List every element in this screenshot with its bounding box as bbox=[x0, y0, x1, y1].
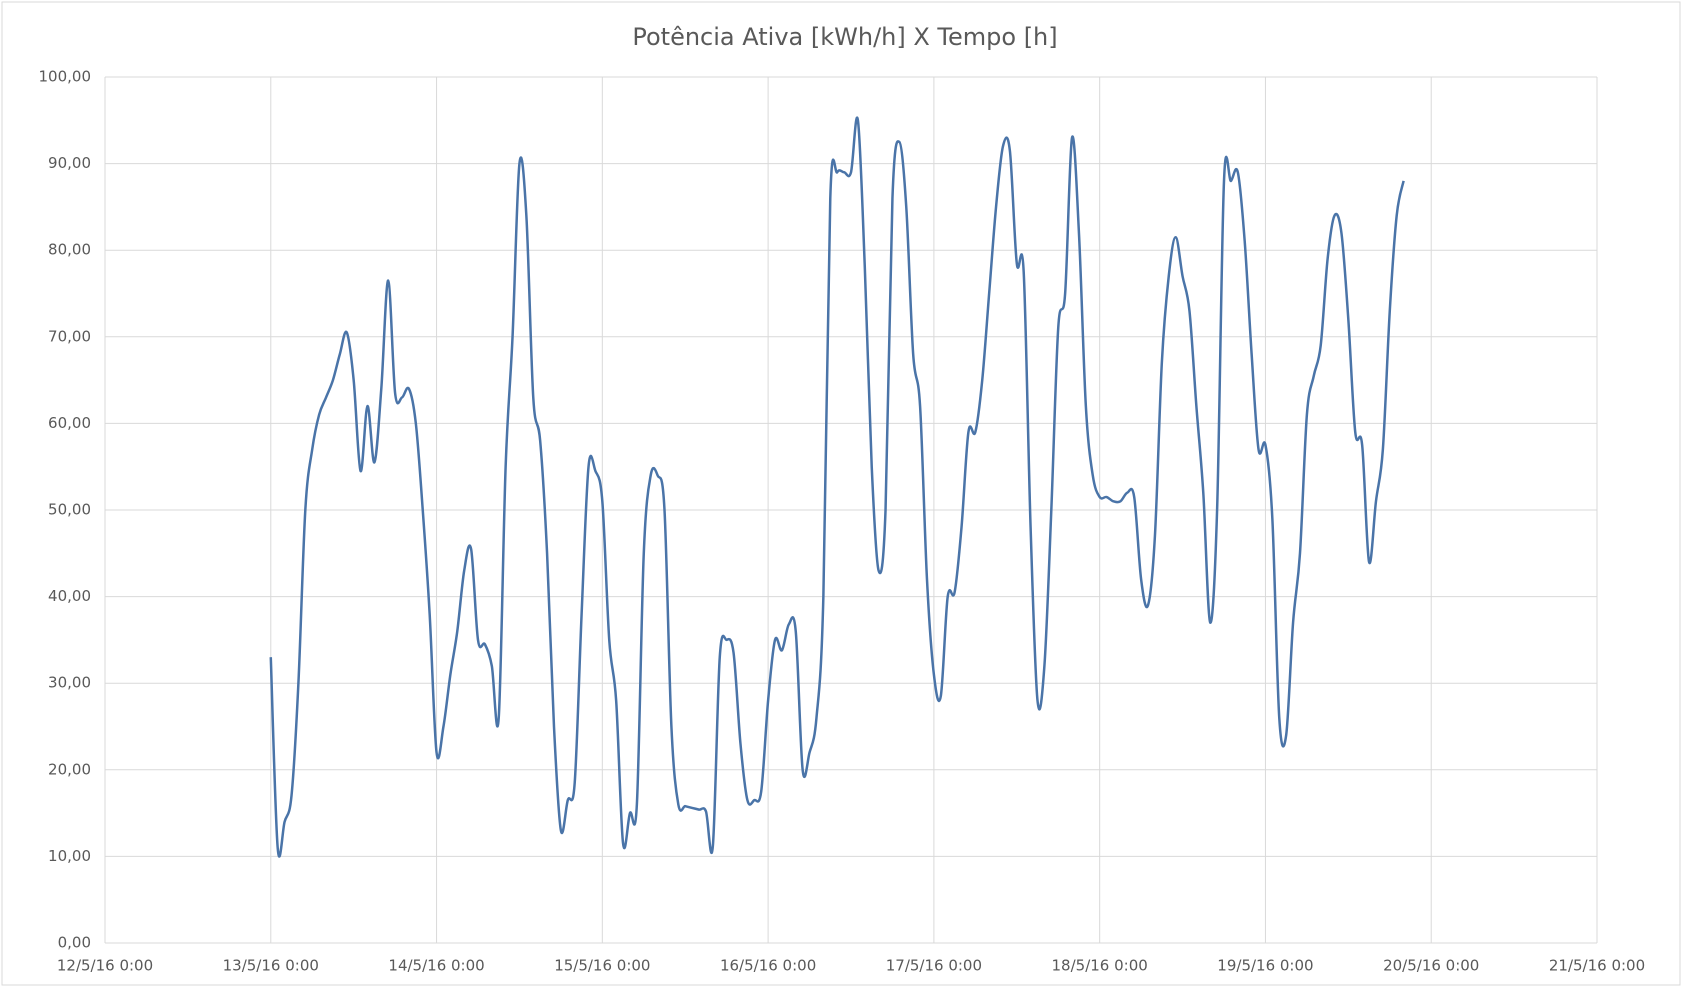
x-tick-label: 19/5/16 0:00 bbox=[1217, 957, 1313, 975]
x-tick-label: 14/5/16 0:00 bbox=[388, 957, 484, 975]
y-tick-label: 100,00 bbox=[39, 68, 92, 86]
x-tick-label: 12/5/16 0:00 bbox=[57, 957, 153, 975]
y-tick-label: 70,00 bbox=[48, 327, 91, 345]
y-tick-label: 60,00 bbox=[48, 414, 91, 432]
line-series bbox=[269, 116, 1405, 858]
x-tick-label: 17/5/16 0:00 bbox=[886, 957, 982, 975]
y-tick-label: 90,00 bbox=[48, 154, 91, 172]
x-tick-label: 20/5/16 0:00 bbox=[1383, 957, 1479, 975]
y-tick-label: 80,00 bbox=[48, 241, 91, 259]
chart-title: Potência Ativa [kWh/h] X Tempo [h] bbox=[632, 23, 1057, 51]
x-tick-label: 18/5/16 0:00 bbox=[1052, 957, 1148, 975]
x-tick-label: 16/5/16 0:00 bbox=[720, 957, 816, 975]
y-tick-label: 40,00 bbox=[48, 587, 91, 605]
x-tick-label: 21/5/16 0:00 bbox=[1549, 957, 1645, 975]
y-tick-label: 10,00 bbox=[48, 847, 91, 865]
y-tick-label: 50,00 bbox=[48, 501, 91, 519]
x-tick-label: 15/5/16 0:00 bbox=[554, 957, 650, 975]
x-tick-label: 13/5/16 0:00 bbox=[223, 957, 319, 975]
y-tick-label: 30,00 bbox=[48, 674, 91, 692]
y-tick-label: 0,00 bbox=[58, 934, 91, 952]
y-tick-label: 20,00 bbox=[48, 760, 91, 778]
